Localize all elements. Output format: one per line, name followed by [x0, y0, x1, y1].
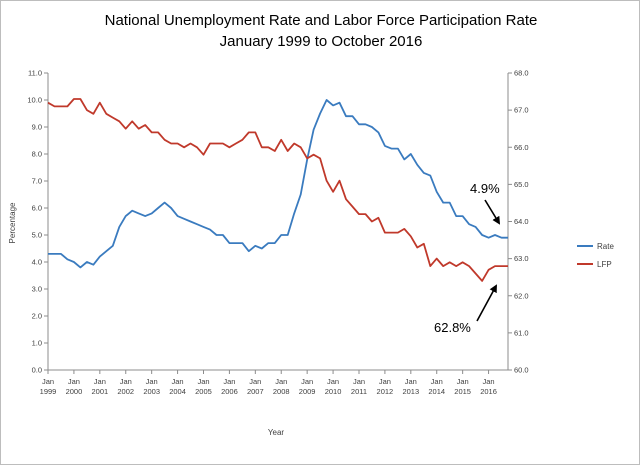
x-axis-tick-labels: Jan1999Jan2000Jan2001Jan2002Jan2003Jan20…	[40, 377, 497, 396]
left-axis-tick-labels: 0.0 1.0 2.0 3.0 4.0 5.0 6.0 7.0 8.0 9.0 10.0 11.0	[27, 69, 42, 375]
x-tick-year: 2012	[377, 387, 394, 396]
x-tick-month: Jan	[249, 377, 261, 386]
annotation-rate: 4.9%	[470, 181, 500, 196]
x-tick-month: Jan	[172, 377, 184, 386]
left-tick-label: 0.0	[32, 366, 42, 375]
right-tick-label: 62.0	[514, 291, 529, 300]
x-tick-year: 2002	[117, 387, 134, 396]
right-tick-label: 61.0	[514, 328, 529, 337]
x-tick-month: Jan	[379, 377, 391, 386]
x-tick-year: 2010	[325, 387, 342, 396]
left-tick-label: 1.0	[32, 339, 42, 348]
x-tick-year: 2014	[428, 387, 445, 396]
left-tick-label: 8.0	[32, 150, 42, 159]
left-tick-label: 10.0	[27, 96, 42, 105]
x-tick-year: 2005	[195, 387, 212, 396]
x-tick-year: 2011	[351, 387, 367, 396]
x-tick-month: Jan	[431, 377, 443, 386]
x-tick-year: 2004	[169, 387, 186, 396]
chart-subtitle: January 1999 to October 2016	[220, 33, 423, 50]
right-tick-label: 63.0	[514, 254, 529, 263]
x-tick-month: Jan	[405, 377, 417, 386]
annotations: 4.9% 62.8%	[434, 181, 500, 335]
annotation-lfp: 62.8%	[434, 320, 471, 335]
x-tick-month: Jan	[275, 377, 287, 386]
x-tick-month: Jan	[301, 377, 313, 386]
x-tick-month: Jan	[327, 377, 339, 386]
x-tick-month: Jan	[483, 377, 495, 386]
legend-label-rate: Rate	[597, 242, 614, 251]
left-tick-label: 2.0	[32, 312, 42, 321]
series-line-rate	[48, 99, 508, 269]
legend: Rate LFP	[577, 242, 614, 269]
x-axis-label: Year	[268, 428, 285, 437]
x-tick-year: 2013	[402, 387, 419, 396]
x-tick-month: Jan	[353, 377, 365, 386]
right-tick-label: 60.0	[514, 366, 529, 375]
x-tick-month: Jan	[120, 377, 132, 386]
axes	[44, 72, 512, 374]
left-tick-label: 3.0	[32, 285, 42, 294]
left-tick-label: 9.0	[32, 123, 42, 132]
x-tick-year: 2007	[247, 387, 264, 396]
x-tick-month: Jan	[42, 377, 54, 386]
x-tick-year: 2006	[221, 387, 238, 396]
left-tick-label: 4.0	[32, 258, 42, 267]
x-tick-year: 1999	[40, 387, 57, 396]
left-tick-label: 6.0	[32, 204, 42, 213]
legend-label-lfp: LFP	[597, 260, 612, 269]
right-tick-label: 65.0	[514, 180, 529, 189]
x-tick-year: 2000	[66, 387, 83, 396]
series-lines	[47, 98, 508, 282]
x-tick-month: Jan	[68, 377, 80, 386]
chart-title: National Unemployment Rate and Labor For…	[105, 12, 538, 29]
right-tick-label: 64.0	[514, 217, 529, 226]
left-tick-label: 11.0	[28, 69, 42, 78]
x-tick-month: Jan	[146, 377, 158, 386]
annotation-arrow-rate	[484, 199, 501, 225]
series-line-lfp	[47, 98, 508, 282]
annotation-arrow-lfp	[476, 284, 497, 322]
x-tick-year: 2009	[299, 387, 316, 396]
x-tick-month: Jan	[223, 377, 235, 386]
x-tick-month: Jan	[197, 377, 209, 386]
x-tick-month: Jan	[94, 377, 106, 386]
x-tick-year: 2001	[91, 387, 108, 396]
left-tick-label: 5.0	[32, 231, 42, 240]
x-tick-year: 2015	[454, 387, 471, 396]
y-axis-label: Percentage	[8, 202, 17, 243]
x-tick-year: 2003	[143, 387, 160, 396]
x-tick-month: Jan	[457, 377, 469, 386]
right-axis-tick-labels: 60.0 61.0 62.0 63.0 64.0 65.0 66.0 67.0 68.0	[514, 69, 529, 375]
x-tick-year: 2008	[273, 387, 290, 396]
right-tick-label: 66.0	[514, 143, 529, 152]
right-tick-label: 68.0	[514, 69, 529, 78]
x-tick-year: 2016	[480, 387, 497, 396]
right-tick-label: 67.0	[514, 106, 529, 115]
left-tick-label: 7.0	[32, 177, 42, 186]
